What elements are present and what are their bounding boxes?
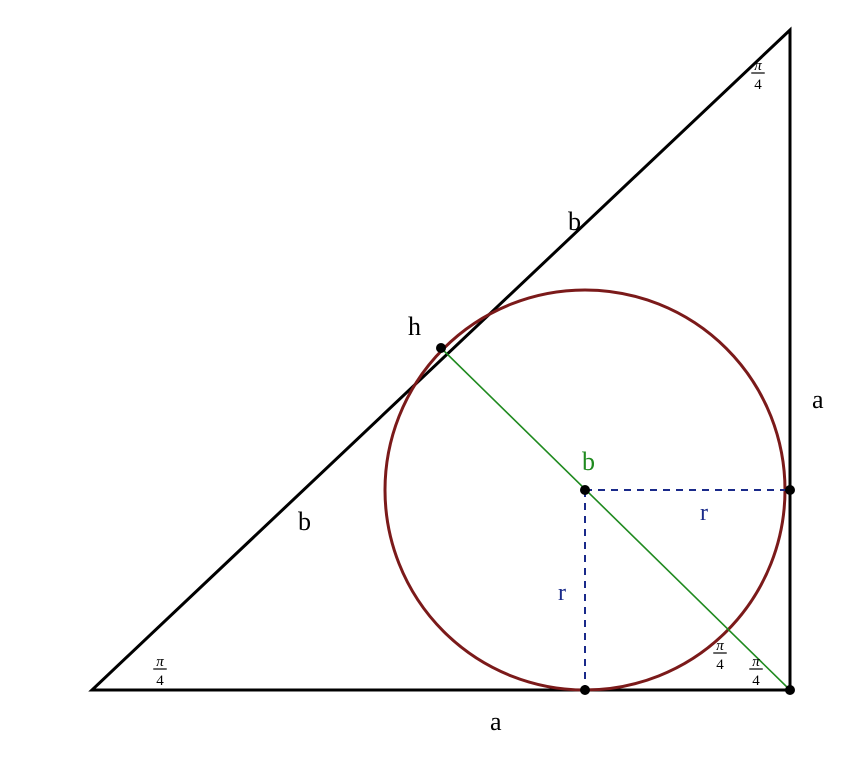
- angle-label-br_inner: π4: [713, 638, 727, 673]
- angle-num: π: [716, 638, 724, 654]
- label-b_hyp_lower: b: [298, 507, 311, 536]
- point-center: [580, 485, 590, 495]
- point-h: [436, 343, 446, 353]
- angle-label-br_outer: π4: [749, 654, 763, 689]
- label-a_right: a: [812, 385, 824, 414]
- triangle: [92, 30, 790, 690]
- point-bottom-touch: [580, 685, 590, 695]
- angle-num: π: [156, 654, 164, 670]
- angle-num: π: [752, 654, 760, 670]
- label-a_bottom: a: [490, 707, 502, 736]
- point-corner-br: [785, 685, 795, 695]
- angle-num: π: [754, 58, 762, 74]
- label-r_bottom: r: [558, 580, 566, 606]
- angle-label-top: π4: [751, 58, 765, 93]
- label-b_hyp_upper: b: [568, 207, 581, 236]
- label-b_center: b: [582, 447, 595, 476]
- angle-den: 4: [716, 657, 724, 673]
- label-r_right: r: [700, 500, 708, 526]
- label-h: h: [408, 312, 421, 341]
- angle-den: 4: [752, 673, 760, 689]
- diameter-line: [441, 348, 790, 690]
- point-right-touch: [785, 485, 795, 495]
- angle-den: 4: [156, 673, 164, 689]
- angle-den: 4: [754, 77, 762, 93]
- angle-label-bottom_left: π4: [153, 654, 167, 689]
